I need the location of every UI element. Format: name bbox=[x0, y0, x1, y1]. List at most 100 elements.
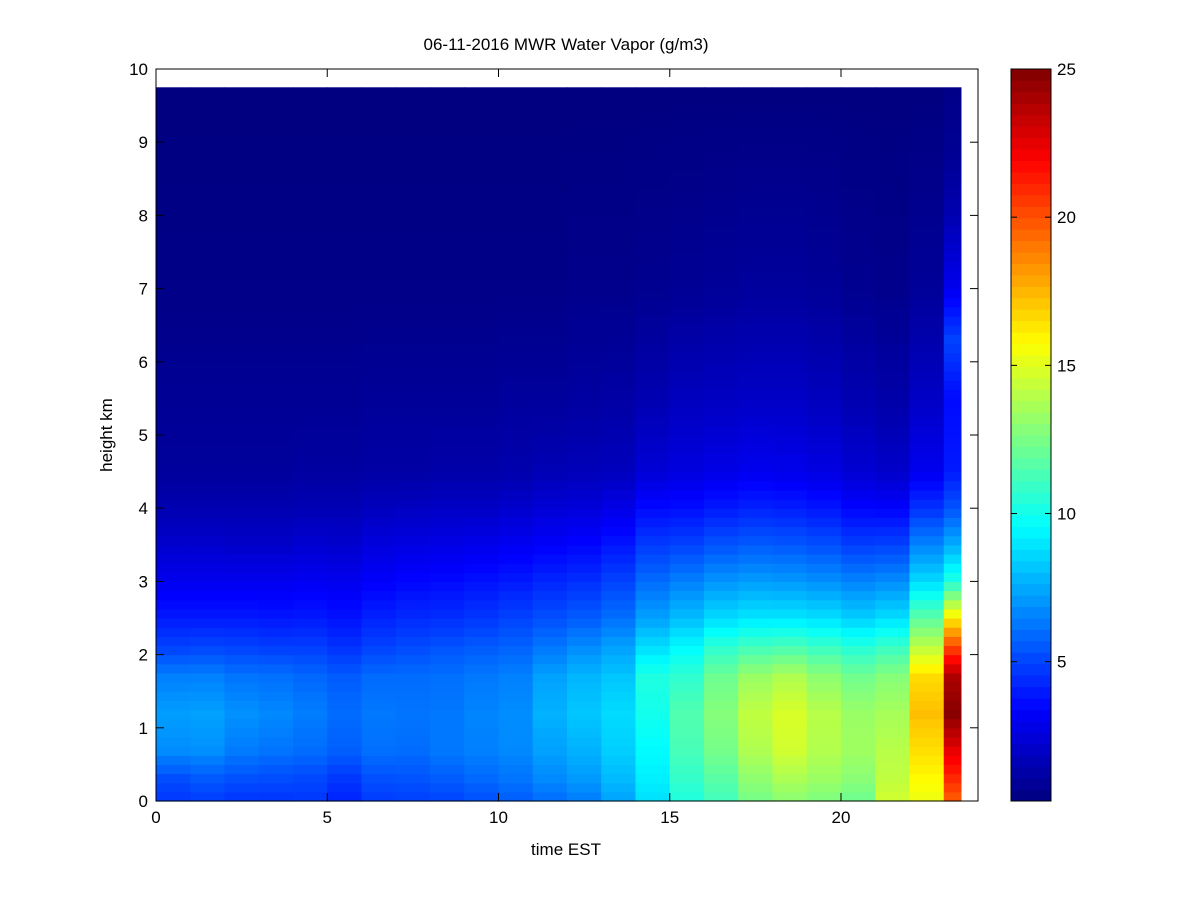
heat-cell bbox=[738, 544, 774, 555]
heat-cell bbox=[875, 654, 911, 665]
heat-cell bbox=[532, 544, 568, 555]
heat-cell bbox=[738, 435, 774, 445]
heat-cell bbox=[806, 508, 842, 518]
heat-cell bbox=[327, 471, 363, 482]
heat-cell bbox=[361, 87, 397, 98]
heat-cell bbox=[943, 672, 962, 683]
heat-cell bbox=[738, 370, 774, 381]
heat-cell bbox=[258, 590, 294, 601]
heat-cell bbox=[361, 663, 397, 674]
heat-cell bbox=[567, 517, 602, 528]
heat-cell bbox=[430, 297, 465, 308]
heat-cell bbox=[875, 691, 911, 701]
heat-cell bbox=[841, 261, 876, 271]
heat-cell bbox=[738, 151, 774, 162]
heat-cell bbox=[156, 352, 191, 363]
colorbar-step bbox=[1011, 126, 1051, 139]
heat-cell bbox=[498, 178, 534, 189]
heat-cell bbox=[224, 453, 260, 464]
heat-cell bbox=[258, 764, 294, 775]
heat-cell bbox=[704, 627, 739, 637]
heat-cell bbox=[258, 96, 294, 107]
heat-cell bbox=[395, 654, 431, 665]
heat-cell bbox=[601, 252, 637, 262]
heat-cell bbox=[395, 444, 431, 454]
heat-cell bbox=[498, 297, 534, 308]
heat-cell bbox=[498, 453, 534, 464]
heat-cell bbox=[567, 114, 602, 125]
heat-cell bbox=[943, 261, 962, 271]
heat-cell bbox=[258, 343, 294, 354]
heat-cell bbox=[601, 316, 637, 326]
heat-cell bbox=[601, 526, 637, 537]
heat-cell bbox=[841, 672, 876, 683]
heat-cell bbox=[669, 727, 705, 738]
heat-cell bbox=[772, 215, 808, 226]
heat-cell bbox=[156, 636, 191, 647]
heat-cell bbox=[532, 773, 568, 784]
heat-cell bbox=[704, 508, 739, 518]
heat-cell bbox=[601, 480, 637, 491]
heat-cell bbox=[875, 453, 911, 464]
heat-cell bbox=[806, 96, 842, 107]
heat-cell bbox=[430, 435, 465, 445]
heat-cell bbox=[841, 682, 876, 692]
heat-cell bbox=[567, 645, 602, 656]
heat-cell bbox=[156, 407, 191, 418]
heat-cell bbox=[430, 453, 465, 464]
heat-cell bbox=[395, 663, 431, 674]
heat-cell bbox=[567, 334, 602, 345]
heat-cell bbox=[806, 563, 842, 573]
heat-cell bbox=[635, 508, 671, 518]
heat-cell bbox=[258, 700, 294, 711]
heat-cell bbox=[704, 389, 739, 399]
heat-cell bbox=[258, 544, 294, 555]
heat-cell bbox=[532, 746, 568, 756]
heat-cell bbox=[669, 352, 705, 363]
heat-cell bbox=[635, 288, 671, 299]
heat-cell bbox=[395, 224, 431, 235]
heat-cell bbox=[327, 453, 363, 464]
heat-cell bbox=[498, 187, 534, 198]
heat-cell bbox=[772, 727, 808, 738]
heat-cell bbox=[943, 160, 962, 171]
heat-cell bbox=[361, 242, 397, 253]
heat-cell bbox=[190, 755, 226, 765]
heat-cell bbox=[669, 261, 705, 271]
heat-cell bbox=[293, 325, 328, 335]
heat-cell bbox=[293, 435, 328, 445]
heat-cell bbox=[430, 352, 465, 363]
heat-cell bbox=[361, 334, 397, 345]
heat-cell bbox=[567, 178, 602, 189]
heat-cell bbox=[224, 352, 260, 363]
heat-cell bbox=[498, 435, 534, 445]
heat-cell bbox=[704, 471, 739, 482]
heat-cell bbox=[567, 480, 602, 491]
heat-cell bbox=[361, 572, 397, 582]
heat-cell bbox=[909, 288, 945, 299]
heat-cell bbox=[293, 343, 328, 354]
heat-cell bbox=[704, 233, 739, 244]
heat-cell bbox=[875, 316, 911, 326]
heat-cell bbox=[909, 334, 945, 345]
heat-cell bbox=[293, 425, 328, 436]
heat-cell bbox=[190, 242, 226, 253]
heat-cell bbox=[395, 398, 431, 409]
heat-cell bbox=[772, 773, 808, 784]
colorbar-step bbox=[1011, 137, 1051, 150]
heat-cell bbox=[430, 471, 465, 482]
heat-cell bbox=[258, 755, 294, 765]
heat-cell bbox=[190, 160, 226, 171]
heat-cell bbox=[327, 325, 363, 335]
heat-cell bbox=[909, 343, 945, 354]
heat-cell bbox=[943, 178, 962, 189]
heat-cell bbox=[532, 142, 568, 152]
heat-cell bbox=[635, 297, 671, 308]
heat-cell bbox=[875, 618, 911, 628]
heat-cell bbox=[841, 444, 876, 454]
heat-cell bbox=[841, 553, 876, 564]
heat-cell bbox=[156, 727, 191, 738]
heat-cell bbox=[567, 242, 602, 253]
heat-cell bbox=[498, 682, 534, 692]
heat-cell bbox=[532, 444, 568, 454]
